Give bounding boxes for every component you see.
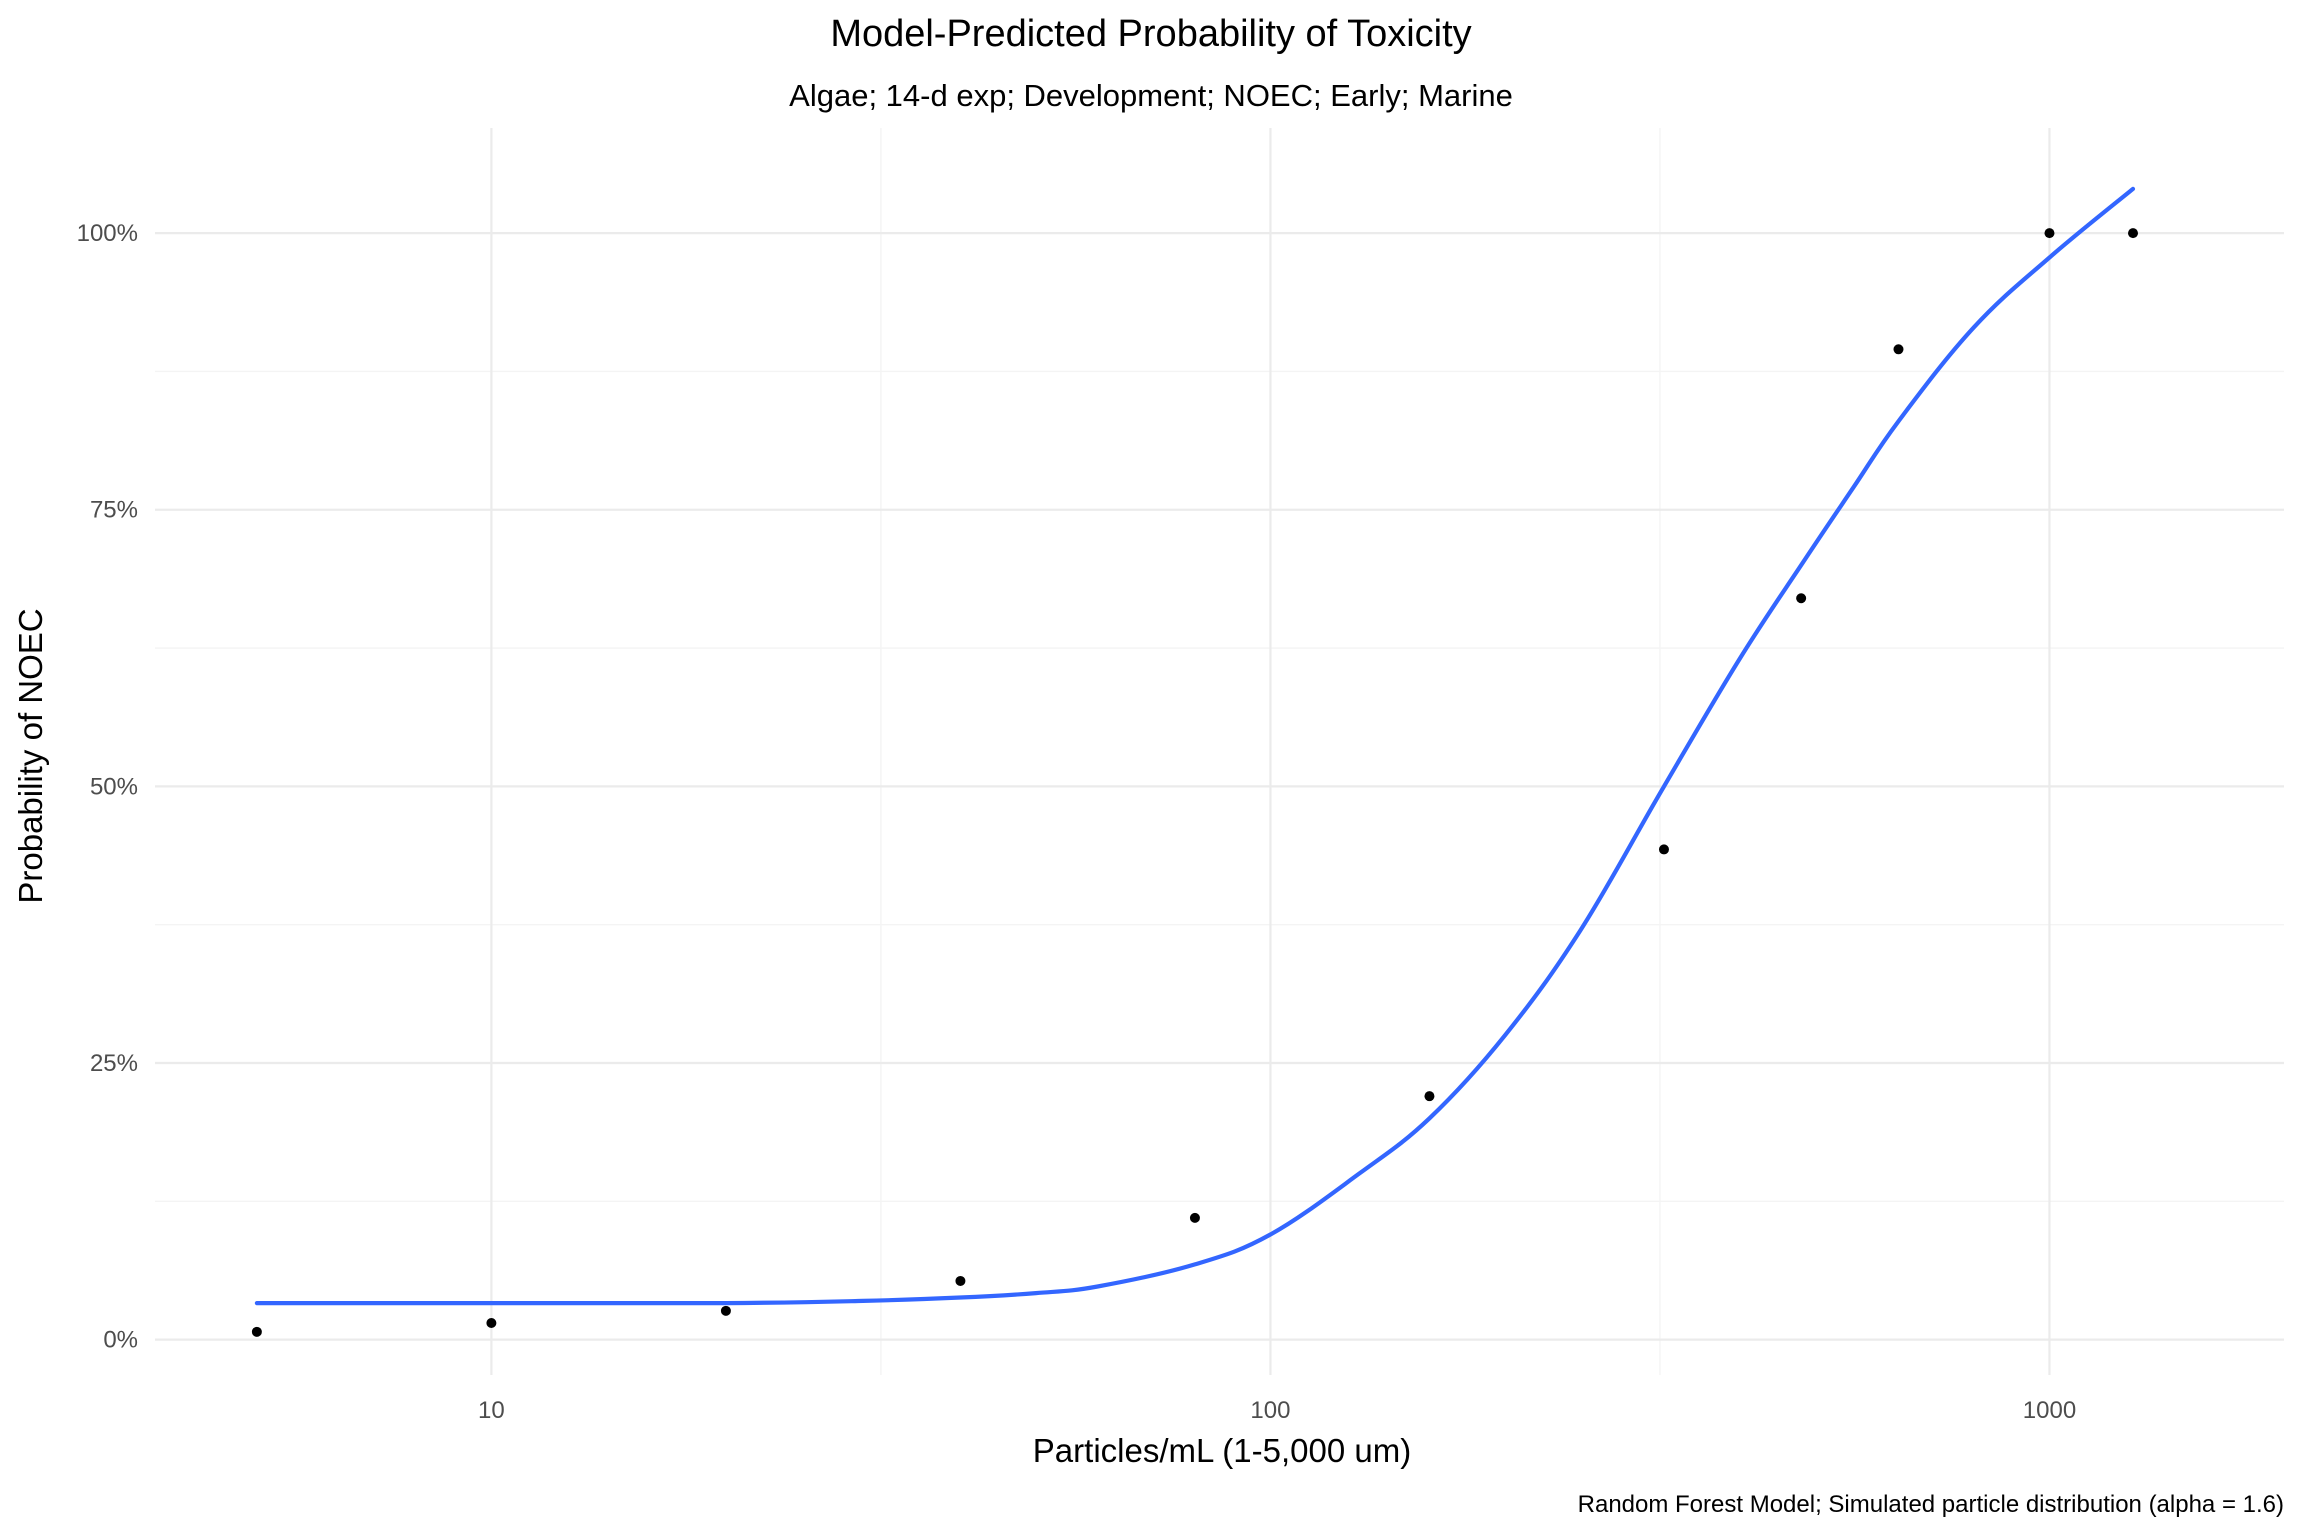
- y-axis-title: Probability of NOEC: [12, 608, 49, 903]
- y-tick-label: 75%: [90, 497, 138, 524]
- x-tick-label: 1000: [2023, 1397, 2076, 1424]
- data-point: [251, 1326, 262, 1337]
- data-point: [2128, 228, 2139, 239]
- y-tick-label: 100%: [77, 220, 138, 247]
- y-tick-label: 25%: [90, 1050, 138, 1077]
- x-tick-label: 10: [478, 1397, 505, 1424]
- data-point: [1189, 1212, 1200, 1223]
- chart-subtitle: Algae; 14-d exp; Development; NOEC; Earl…: [789, 78, 1513, 113]
- data-point: [1893, 344, 1904, 355]
- data-point: [1658, 844, 1669, 855]
- chart-caption: Random Forest Model; Simulated particle …: [1578, 1491, 2284, 1518]
- chart-title: Model-Predicted Probability of Toxicity: [830, 13, 1471, 55]
- data-point: [1424, 1091, 1435, 1102]
- y-tick-label: 50%: [90, 773, 138, 800]
- x-axis-title: Particles/mL (1-5,000 um): [1033, 1432, 1411, 1469]
- tick-labels: 0% 25% 50% 75% 100% 10 100 1000: [77, 220, 2077, 1424]
- points-layer: [251, 228, 2139, 1337]
- y-tick-label: 0%: [103, 1327, 138, 1354]
- grid: [155, 128, 2284, 1375]
- smooth-line: [254, 186, 2136, 1306]
- data-point: [955, 1275, 966, 1286]
- x-tick-label: 100: [1250, 1397, 1290, 1424]
- smooth-line-layer: [254, 186, 2136, 1306]
- data-point: [2044, 228, 2055, 239]
- data-point: [1796, 593, 1807, 604]
- data-point: [486, 1317, 497, 1328]
- data-point: [720, 1305, 731, 1316]
